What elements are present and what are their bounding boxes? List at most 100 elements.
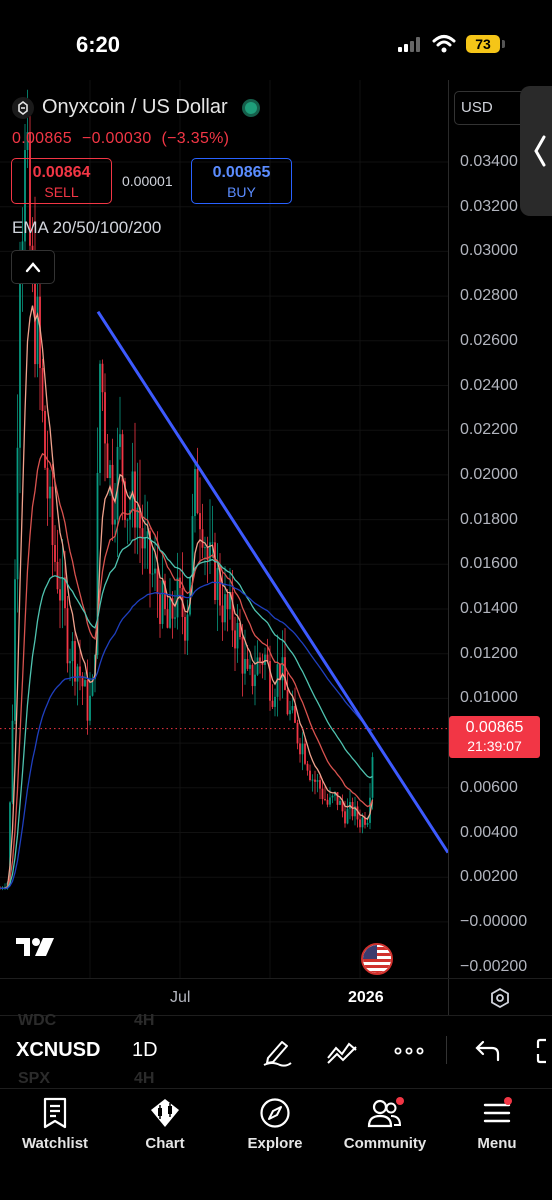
candle-body (136, 507, 139, 528)
candle-body (186, 614, 189, 641)
current-price-label: 0.00865 (465, 719, 524, 736)
price-tick: 0.03000 (460, 242, 518, 260)
nav-label-watchlist: Watchlist (21, 1135, 89, 1152)
candle-body (101, 363, 104, 393)
candle-body (296, 722, 299, 744)
ema-100-line (0, 536, 373, 890)
candle-body (354, 806, 356, 817)
hexagon-settings-icon[interactable] (490, 988, 510, 1008)
chart-icon (151, 1099, 179, 1127)
candle-body (164, 580, 166, 610)
time-tick-jul: Jul (170, 989, 191, 1006)
tradingview-logo (16, 938, 54, 956)
candle-body (11, 720, 14, 803)
status-bar: 6:20 73 (0, 0, 552, 80)
pen-drawing-icon[interactable] (260, 1034, 294, 1068)
candle-body (219, 568, 221, 606)
candle-body (346, 808, 349, 824)
candle-body (321, 788, 324, 800)
indicators-icon[interactable] (325, 1034, 359, 1068)
nav-community[interactable]: Community (330, 1097, 440, 1152)
candle-body (314, 779, 316, 782)
candle-body (336, 792, 339, 805)
candle-body (279, 664, 281, 681)
candle-body (119, 434, 121, 447)
candle-body (304, 743, 306, 764)
candle-body (224, 594, 226, 623)
candle-body (174, 617, 176, 619)
ema-200-line (0, 581, 373, 890)
us-flag-icon[interactable] (361, 943, 393, 975)
nav-menu[interactable]: Menu (442, 1097, 552, 1152)
candle-body (151, 573, 154, 575)
candle-body (266, 654, 269, 662)
sell-label: SELL (44, 184, 79, 200)
nav-watchlist[interactable]: Watchlist (0, 1097, 110, 1152)
price-tick: −0.00200 (460, 957, 528, 975)
price-change: −0.00030 (81, 130, 152, 147)
candle-body (74, 641, 76, 682)
candle-body (139, 507, 141, 529)
price-chart[interactable] (0, 80, 448, 978)
candle-body (209, 542, 211, 561)
nav-label-explore: Explore (247, 1135, 303, 1152)
price-tick: 0.00400 (460, 823, 518, 841)
price-tick: 0.00600 (460, 778, 518, 796)
chevron-up-icon (25, 262, 41, 273)
candle-body (96, 472, 99, 655)
candle-body (244, 658, 246, 674)
price-tick: 0.01600 (460, 555, 518, 573)
candle-body (64, 577, 66, 609)
watchlist-icon (43, 1097, 67, 1129)
candle-body (121, 434, 124, 482)
fullscreen-icon[interactable] (532, 1034, 552, 1068)
candle-body (194, 469, 196, 517)
undo-icon[interactable] (470, 1034, 504, 1068)
trendline-drawing (96, 310, 448, 854)
collapse-legend-button[interactable] (11, 250, 55, 284)
price-tick: 0.02800 (460, 287, 518, 305)
price-tick: 0.03400 (460, 153, 518, 170)
price-tick: 0.01800 (460, 510, 518, 528)
ema-20-line (0, 305, 374, 890)
candle-body (226, 594, 229, 610)
nav-chart[interactable]: Chart (110, 1097, 220, 1152)
price-tick: 0.03200 (460, 197, 518, 215)
nav-explore[interactable]: Explore (220, 1097, 330, 1152)
currency-selector[interactable]: USD (454, 91, 526, 125)
candle-body (309, 770, 311, 780)
candle-body (241, 636, 244, 674)
candle-body (281, 657, 284, 681)
more-options-icon[interactable] (392, 1034, 426, 1068)
buy-button[interactable]: 0.00865 BUY (191, 158, 292, 204)
candle-body (274, 696, 276, 707)
candle-body (36, 296, 39, 365)
symbol-header[interactable]: Onyxcoin / US Dollar (12, 96, 260, 119)
candle-body (359, 819, 361, 828)
time-axis[interactable]: Jul 2026 (0, 978, 552, 1016)
candle-body (316, 780, 319, 782)
compass-icon (260, 1098, 290, 1128)
candle-body (179, 577, 181, 589)
indicator-legend[interactable]: EMA 20/50/100/200 (12, 218, 162, 237)
candle-body (76, 666, 79, 682)
price-tick: 0.01000 (460, 689, 518, 707)
candle-body (19, 276, 21, 448)
candle-body (366, 822, 369, 825)
price-tick: 0.01400 (460, 600, 518, 617)
symbol-search-button[interactable]: XCNUSD (16, 1039, 101, 1061)
candle-body (114, 519, 116, 525)
sell-button[interactable]: 0.00864 SELL (11, 158, 112, 204)
candle-body (14, 579, 16, 721)
candle-body (166, 609, 169, 628)
interval-button[interactable]: 1D (132, 1039, 158, 1061)
candle-body (289, 710, 291, 715)
candle-body (81, 675, 84, 687)
side-panel-handle[interactable] (520, 86, 552, 216)
candle-body (356, 806, 359, 820)
candle-body (256, 657, 259, 675)
price-change-line: 0.00865 −0.00030 (−3.35%) (12, 130, 239, 148)
candle-body (371, 757, 374, 798)
nav-label-menu: Menu (477, 1135, 517, 1152)
candle-body (86, 680, 89, 721)
